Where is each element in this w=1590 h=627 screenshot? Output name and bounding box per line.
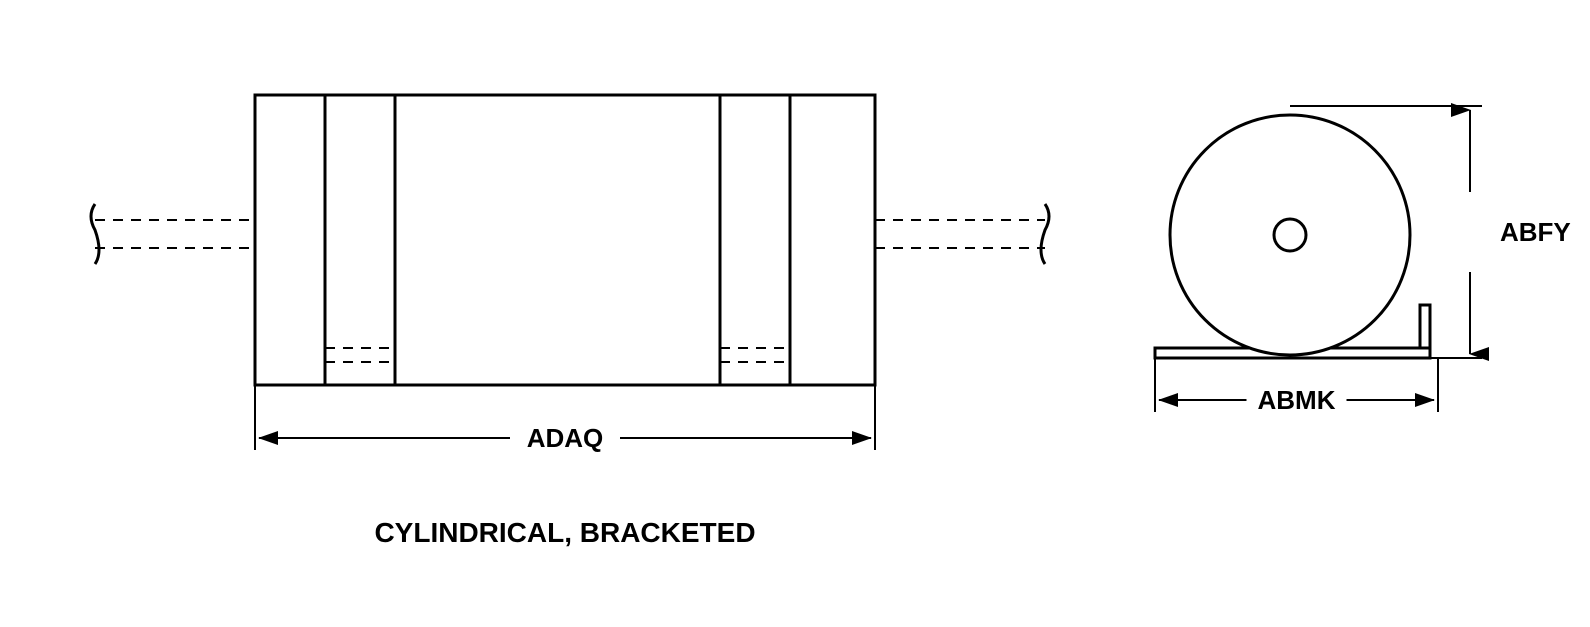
dim-label-adaq: ADAQ [527,423,604,453]
end-view: ABMK ABFY [1155,106,1571,415]
side-view: ADAQ CYLINDRICAL, BRACKETED [91,95,1049,548]
dim-label-abmk: ABMK [1258,385,1336,415]
break-line [91,204,99,264]
cylinder-end [1170,115,1410,355]
dim-label-abfy: ABFY [1500,217,1571,247]
caption: CYLINDRICAL, BRACKETED [374,517,755,548]
engineering-diagram: ADAQ CYLINDRICAL, BRACKETED ABMK ABFY [0,0,1590,627]
break-line [1041,204,1049,264]
bracket-upright [1420,305,1430,348]
cylinder-body [255,95,875,385]
